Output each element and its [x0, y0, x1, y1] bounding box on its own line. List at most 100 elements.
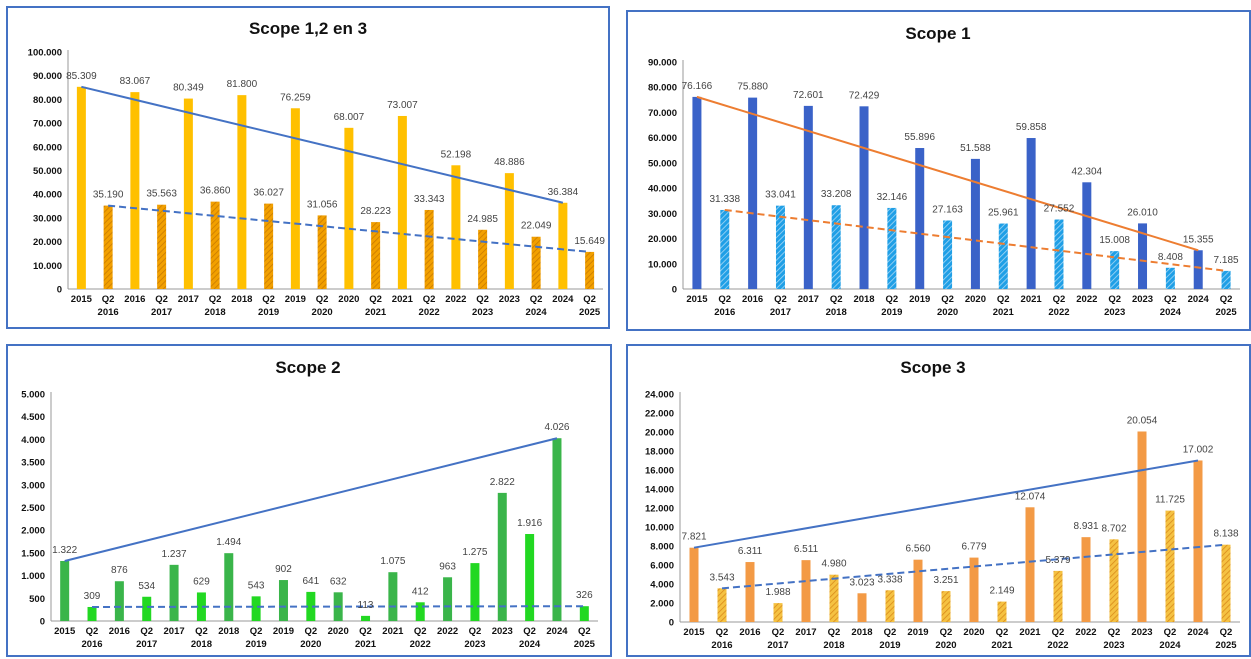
- bar-annual: [558, 202, 568, 289]
- data-label: 3.543: [709, 572, 734, 583]
- x-tick-label-line2: 2020: [937, 307, 958, 318]
- x-tick-label-line1: Q2: [1053, 294, 1066, 305]
- y-tick-label: 90.000: [648, 58, 677, 69]
- x-tick-label: Q2 2018: [205, 294, 226, 318]
- trend-line-q2: [92, 605, 585, 608]
- x-tick-label-line2: 2016: [98, 307, 119, 318]
- x-tick-label: 2023: [499, 294, 520, 305]
- y-tick-label: 100.000: [28, 48, 62, 59]
- x-tick-label: Q2 2017: [136, 626, 157, 650]
- x-tick-label: Q2 2016: [98, 294, 119, 318]
- x-tick-label: Q2 2022: [410, 626, 431, 650]
- x-tick-label-line2: 2016: [714, 307, 735, 318]
- x-tick-label-line2: 2024: [519, 639, 541, 650]
- x-tick-label-line2: 2023: [464, 639, 485, 650]
- x-tick-label: 2017: [178, 294, 199, 305]
- y-tick-label: 12.000: [645, 504, 674, 515]
- data-label: 55.896: [904, 132, 935, 143]
- x-tick-label: Q2 2024: [1159, 627, 1181, 651]
- x-tick-label: Q2 2021: [993, 294, 1015, 318]
- chart-panel-scope-1: Scope 1 0 10.000 20.000 30.000 40.000 50.000 60…: [626, 10, 1251, 331]
- data-label: 15.649: [574, 236, 605, 247]
- data-label: 963: [439, 561, 456, 572]
- data-label: 902: [275, 564, 292, 575]
- bar-annual: [1081, 537, 1091, 622]
- bar-q2: [1053, 570, 1063, 622]
- data-label: 8.408: [1158, 252, 1183, 263]
- x-tick-label-line2: 2018: [826, 307, 847, 318]
- chart-scope-3: Scope 3 0 2.000 4.000 6.000 8.000 10.000 12.000…: [645, 358, 1240, 651]
- x-tick-label: Q2 2016: [81, 626, 102, 650]
- bar-q2: [1165, 267, 1175, 289]
- x-tick-label: Q2 2022: [419, 294, 440, 318]
- x-tick-label-line1: Q2: [716, 627, 729, 638]
- bar-annual: [114, 581, 124, 621]
- x-tick-label: 2020: [338, 294, 359, 305]
- x-tick-label: Q2 2020: [937, 294, 958, 318]
- y-tick-label: 70.000: [33, 119, 62, 130]
- x-tick-label: 2022: [437, 626, 458, 637]
- trend-line-q2: [721, 543, 1227, 590]
- bar-q2: [943, 220, 953, 289]
- x-tick-label: Q2 2023: [464, 626, 485, 650]
- x-tick-label-line1: Q2: [469, 626, 482, 637]
- x-tick-label-line2: 2022: [410, 639, 431, 650]
- data-label: 534: [138, 581, 155, 592]
- data-label: 8.931: [1073, 521, 1098, 532]
- x-tick-label-line2: 2025: [574, 639, 596, 650]
- bar-q2: [1221, 544, 1231, 622]
- y-tick-label: 20.000: [648, 234, 677, 245]
- bar-annual: [969, 557, 979, 622]
- x-tick-label: 2023: [492, 626, 513, 637]
- bar-annual: [689, 547, 699, 622]
- bar-q2: [210, 201, 220, 289]
- data-label: 6.779: [961, 542, 986, 553]
- y-tick-label: 24.000: [645, 390, 674, 401]
- x-tick-label: Q2 2025: [1216, 294, 1238, 318]
- chart-title: Scope 1,2 en 3: [249, 19, 367, 38]
- bar-q2: [579, 606, 589, 621]
- bar-annual: [801, 560, 811, 622]
- bar-q2: [264, 203, 274, 289]
- x-tick-label: 2015: [71, 294, 93, 305]
- x-tick-label: 2022: [1075, 627, 1096, 638]
- data-label: 48.886: [494, 157, 525, 168]
- y-tick-label: 14.000: [645, 485, 674, 496]
- x-tick-label: 2024: [1188, 294, 1210, 305]
- bar-annual: [1137, 431, 1147, 622]
- x-tick-label-line1: Q2: [155, 294, 168, 305]
- x-tick-label-line1: Q2: [102, 294, 115, 305]
- data-label: 113: [358, 600, 374, 611]
- bar-annual: [497, 492, 507, 621]
- x-tick-label: 2018: [853, 294, 874, 305]
- trend-line-annual: [693, 459, 1199, 549]
- y-tick-label: 0: [669, 618, 674, 629]
- data-label: 309: [84, 591, 101, 602]
- bar-q2: [717, 588, 727, 622]
- data-label: 28.223: [360, 206, 391, 217]
- y-tick-label: 500: [29, 594, 45, 605]
- x-tick-label-line2: 2022: [1047, 640, 1068, 651]
- y-tick-label: 2.500: [21, 503, 45, 514]
- bar-q2: [773, 603, 783, 622]
- data-label: 543: [248, 580, 265, 591]
- y-tick-label: 30.000: [33, 213, 62, 224]
- x-tick-label: Q2 2016: [711, 627, 732, 651]
- data-label: 1.494: [216, 537, 241, 548]
- data-label: 3.251: [933, 575, 958, 586]
- data-label: 1.916: [517, 518, 542, 529]
- bar-q2: [887, 207, 897, 289]
- bar-q2: [829, 574, 839, 622]
- x-tick-label-line2: 2023: [472, 307, 493, 318]
- data-label: 15.355: [1183, 234, 1214, 245]
- bar-q2: [831, 205, 841, 289]
- bar-q2: [1165, 510, 1175, 622]
- x-tick-label-line1: Q2: [423, 294, 436, 305]
- data-label: 8.702: [1101, 523, 1126, 534]
- x-tick-label-line1: Q2: [359, 626, 372, 637]
- x-tick-label: Q2 2021: [991, 627, 1013, 651]
- bar-annual: [803, 105, 813, 289]
- bar-annual: [915, 148, 925, 289]
- x-tick-label: Q2 2020: [935, 627, 956, 651]
- x-tick-label-line2: 2021: [993, 307, 1015, 318]
